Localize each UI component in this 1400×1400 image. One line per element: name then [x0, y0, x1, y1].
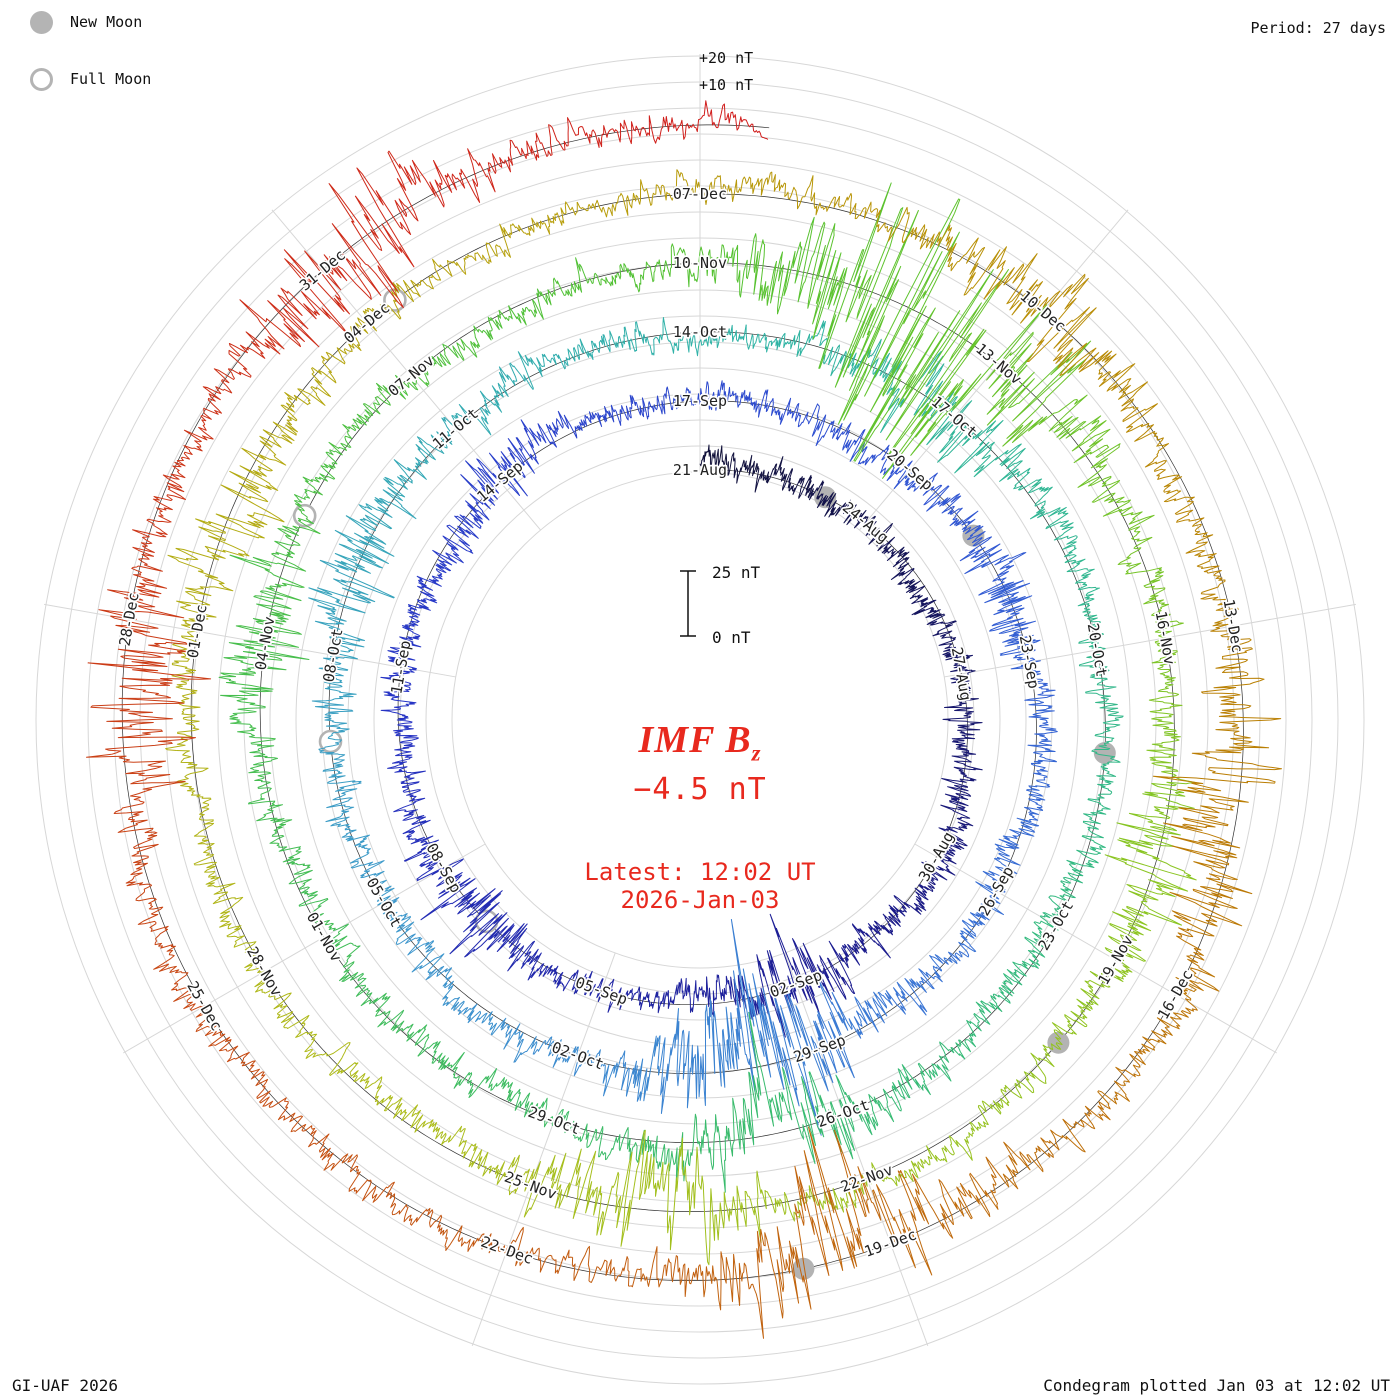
nt-scale-bar: 25 nT 0 nT — [680, 563, 761, 647]
svg-text:04-Nov: 04-Nov — [251, 615, 278, 671]
svg-text:20-Oct: 20-Oct — [1084, 622, 1111, 678]
svg-text:22-Dec: 22-Dec — [478, 1233, 535, 1268]
bz-trace-layer — [86, 100, 1282, 1339]
svg-text:27-Aug: 27-Aug — [948, 646, 975, 702]
legend-full-moon-row: Full Moon — [30, 67, 151, 91]
credit-label: GI-UAF 2026 — [12, 1376, 118, 1395]
svg-text:14-Oct: 14-Oct — [673, 323, 727, 341]
plus-20nt-label: +20 nT — [699, 49, 753, 67]
latest-time-line: Latest: 12:02 UT — [584, 858, 816, 886]
new-moon-icon — [30, 10, 53, 34]
svg-text:10-Nov: 10-Nov — [673, 254, 727, 272]
plotted-label: Condegram plotted Jan 03 at 12:02 UT — [1043, 1376, 1390, 1395]
svg-text:28-Dec: 28-Dec — [116, 591, 143, 647]
new-moon-label: New Moon — [70, 13, 143, 31]
svg-text:16-Nov: 16-Nov — [1152, 610, 1179, 666]
svg-text:04-Dec: 04-Dec — [340, 299, 393, 348]
svg-text:19-Nov: 19-Nov — [1094, 932, 1137, 988]
svg-text:28-Nov: 28-Nov — [243, 944, 286, 1000]
latest-timestamp: Latest: 12:02 UT 2026-Jan-03 — [0, 858, 1400, 914]
baseline-spiral — [121, 124, 1244, 1281]
scale-0nt-label: 0 nT — [712, 628, 751, 647]
chart-title-main: IMF B — [638, 719, 752, 761]
svg-text:01-Dec: 01-Dec — [184, 603, 211, 659]
radial-reference-labels: +20 nT +10 nT — [699, 49, 753, 94]
latest-date-line: 2026-Jan-03 — [620, 886, 780, 915]
svg-text:07-Dec: 07-Dec — [673, 185, 727, 203]
svg-text:13-Nov: 13-Nov — [972, 340, 1025, 389]
latest-bz-value: −4.5 nT — [633, 772, 767, 807]
plus-10nt-label: +10 nT — [699, 76, 753, 94]
svg-text:24-Aug: 24-Aug — [839, 498, 892, 547]
scale-25nt-label: 25 nT — [712, 563, 761, 582]
full-moon-label: Full Moon — [70, 70, 152, 88]
chart-title: IMF Bz — [0, 718, 1400, 767]
period-label: Period: 27 days — [1250, 19, 1386, 37]
chart-title-sub: z — [751, 740, 762, 766]
legend-new-moon-row: New Moon — [30, 10, 151, 34]
svg-text:01-Nov: 01-Nov — [303, 909, 346, 965]
svg-text:07-Nov: 07-Nov — [385, 351, 438, 400]
svg-text:11-Oct: 11-Oct — [429, 404, 482, 453]
moon-legend: New Moon Full Moon — [30, 10, 151, 91]
full-moon-icon — [30, 67, 53, 91]
svg-text:29-Oct: 29-Oct — [526, 1103, 583, 1138]
moon-markers-layer — [292, 288, 1116, 1280]
svg-text:23-Sep: 23-Sep — [1016, 634, 1043, 690]
svg-text:17-Sep: 17-Sep — [673, 392, 727, 410]
svg-text:21-Aug: 21-Aug — [673, 461, 727, 479]
